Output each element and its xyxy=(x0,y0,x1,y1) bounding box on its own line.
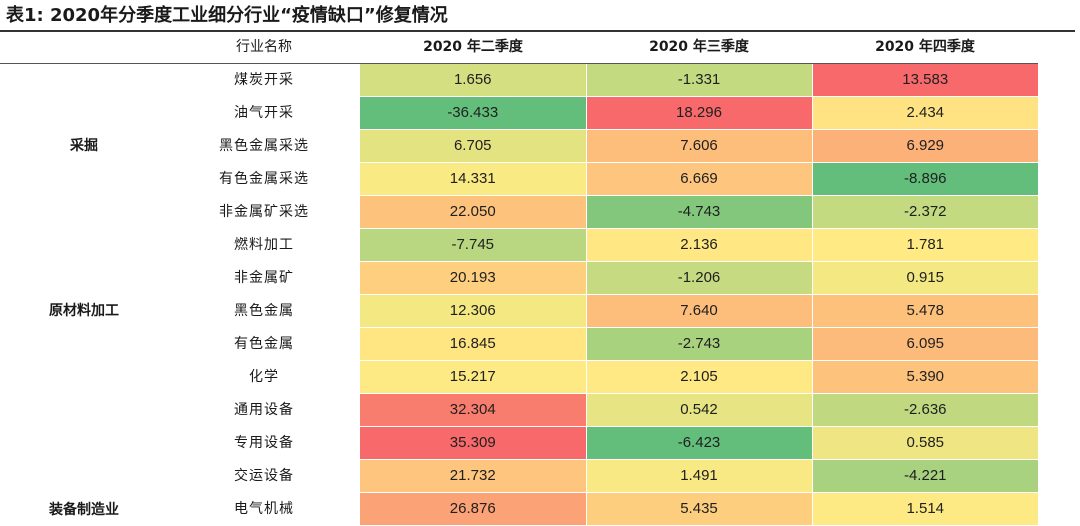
heatmap-cell: 2.434 xyxy=(811,96,1038,130)
heatmap-cell: 16.845 xyxy=(360,327,586,361)
heatmap-cell: 7.640 xyxy=(585,294,812,328)
heatmap-cell: 26.876 xyxy=(360,492,586,526)
title-rule xyxy=(0,30,1075,32)
group-label: 装备制造业 xyxy=(0,394,168,526)
heatmap-cell: -2.743 xyxy=(585,327,812,361)
industry-name: 专用设备 xyxy=(234,435,294,451)
heatmap-cell: 1.514 xyxy=(811,492,1038,526)
heatmap-cell: -2.636 xyxy=(811,393,1038,427)
table-title: 表1: 2020年分季度工业细分行业“疫情缺口”修复情况 xyxy=(6,5,448,26)
heatmap-cell: 0.915 xyxy=(811,261,1038,295)
heatmap-cell: 5.435 xyxy=(585,492,812,526)
table-row: 有色金属 16.845 -2.743 6.095 xyxy=(0,327,1038,361)
heatmap-cell: -36.433 xyxy=(360,96,586,130)
column-header: 2020 年三季度 xyxy=(586,32,812,64)
table-row: 交运设备 21.732 1.491 -4.221 xyxy=(0,459,1038,493)
heatmap-cell: 18.296 xyxy=(585,96,812,130)
column-header: 行业名称 xyxy=(168,32,360,64)
heatmap-cell: 20.193 xyxy=(360,261,586,295)
industry-name: 电气机械 xyxy=(234,501,294,517)
heatmap-cell: 0.585 xyxy=(811,426,1038,460)
heatmap-cell: 0.542 xyxy=(585,393,812,427)
column-header: 2020 年二季度 xyxy=(360,32,586,64)
industry-name: 非金属矿采选 xyxy=(219,204,309,220)
table-row: 专用设备 35.309 -6.423 0.585 xyxy=(0,426,1038,460)
heatmap-cell: -1.331 xyxy=(585,63,812,97)
heatmap-cell: 15.217 xyxy=(360,360,586,394)
heatmap-cell: 2.105 xyxy=(585,360,812,394)
table-row: 原材料加工 燃料加工 -7.745 2.136 1.781 xyxy=(0,228,1038,319)
table-row: 有色金属采选 14.331 6.669 -8.896 xyxy=(0,162,1038,196)
industry-name: 油气开采 xyxy=(234,105,294,121)
industry-name: 化学 xyxy=(249,369,279,385)
group-label-text: 装备制造业 xyxy=(49,501,119,518)
table-row: 油气开采 -36.433 18.296 2.434 xyxy=(0,96,1038,130)
heatmap-cell: -4.221 xyxy=(811,459,1038,493)
industry-name: 黑色金属 xyxy=(234,303,294,319)
table-row: 黑色金属 12.306 7.640 5.478 xyxy=(0,294,1038,328)
industry-name: 通用设备 xyxy=(234,402,294,418)
table-row: 非金属矿 20.193 -1.206 0.915 xyxy=(0,261,1038,295)
group-label-text: 原材料加工 xyxy=(49,303,119,319)
heatmap-cell: 7.606 xyxy=(585,129,812,163)
heatmap-cell: 35.309 xyxy=(360,426,586,460)
heatmap-cell: 1.491 xyxy=(585,459,812,493)
industry-name: 黑色金属采选 xyxy=(219,138,309,154)
heatmap-cell: 21.732 xyxy=(360,459,586,493)
column-header: 2020 年四季度 xyxy=(812,32,1038,64)
group-label: 采掘 xyxy=(0,64,168,229)
heatmap-cell: -6.423 xyxy=(585,426,812,460)
heatmap-cell: -8.896 xyxy=(811,162,1038,196)
heatmap-cell: 1.656 xyxy=(360,63,586,97)
table-row: 化学 15.217 2.105 5.390 xyxy=(0,360,1038,394)
heatmap-cell: 1.781 xyxy=(811,228,1038,262)
heatmap-table: 行业名称 2020 年二季度 2020 年三季度 2020 年四季度 采掘 煤炭开… xyxy=(0,32,1038,526)
heatmap-cell: -7.745 xyxy=(360,228,586,262)
heatmap-cell: 5.478 xyxy=(811,294,1038,328)
industry-name: 有色金属采选 xyxy=(219,171,309,187)
industry-name: 燃料加工 xyxy=(234,237,294,253)
heatmap-cell: 6.705 xyxy=(360,129,586,163)
industry-name: 交运设备 xyxy=(234,468,294,484)
header-group xyxy=(0,32,168,64)
heatmap-cell: 6.929 xyxy=(811,129,1038,163)
heatmap-cell: -4.743 xyxy=(585,195,812,229)
table-row: 装备制造业 通用设备 32.304 0.542 -2.636 xyxy=(0,393,1038,518)
industry-name: 煤炭开采 xyxy=(234,72,294,89)
industry-name: 有色金属 xyxy=(234,336,294,352)
table-body: 采掘 煤炭开采 1.656 -1.331 13.583 油气开采 -36.433 18.296… xyxy=(0,63,1038,526)
header-row: 行业名称 2020 年二季度 2020 年三季度 2020 年四季度 xyxy=(0,32,1038,64)
table-row: 采掘 煤炭开采 1.656 -1.331 13.583 xyxy=(0,63,1038,154)
group-label-text: 采掘 xyxy=(70,138,98,155)
heatmap-cell: 6.095 xyxy=(811,327,1038,361)
heatmap-cell: 13.583 xyxy=(811,63,1038,97)
heatmap-cell: 2.136 xyxy=(585,228,812,262)
table-row: 黑色金属采选 6.705 7.606 6.929 xyxy=(0,129,1038,163)
heatmap-cell: 5.390 xyxy=(811,360,1038,394)
heatmap-cell: 22.050 xyxy=(360,195,586,229)
heatmap-cell: 6.669 xyxy=(585,162,812,196)
heatmap-cell: 14.331 xyxy=(360,162,586,196)
group-label: 原材料加工 xyxy=(0,229,168,394)
heatmap-cell: 32.304 xyxy=(360,393,586,427)
table-row: 非金属矿采选 22.050 -4.743 -2.372 xyxy=(0,195,1038,229)
heatmap-cell: 12.306 xyxy=(360,294,586,328)
industry-name: 非金属矿 xyxy=(234,270,294,286)
heatmap-cell: -1.206 xyxy=(585,261,812,295)
heatmap-cell: -2.372 xyxy=(811,195,1038,229)
